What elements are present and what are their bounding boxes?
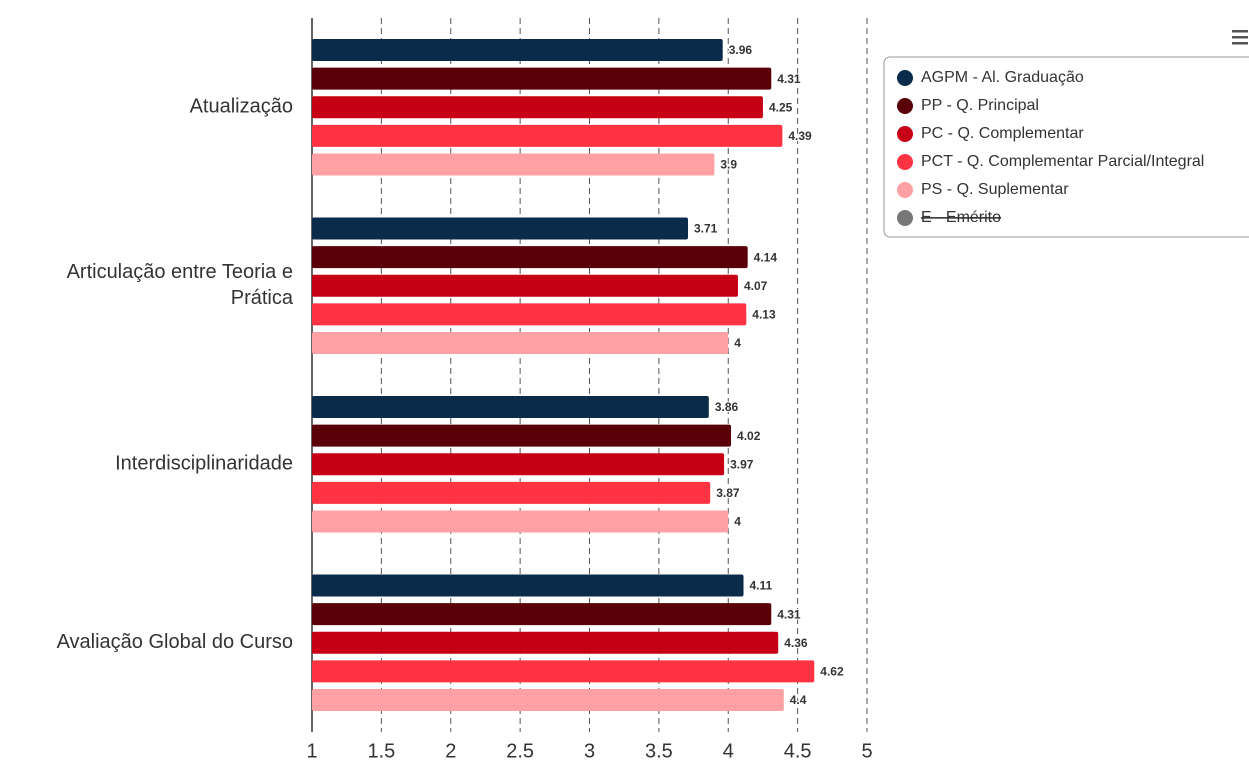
legend-marker xyxy=(897,126,913,142)
bar xyxy=(312,424,732,447)
x-tick-label: 5 xyxy=(861,740,872,762)
value-label: 4.25 xyxy=(769,100,793,114)
x-tick-label: 2 xyxy=(445,740,456,762)
legend-label[interactable]: PCT - Q. Complementar Parcial/Integral xyxy=(921,153,1204,170)
bar xyxy=(312,96,763,119)
value-label: 4.62 xyxy=(820,665,844,679)
y-tick-label: Atualização xyxy=(190,96,293,118)
x-tick-label: 4.5 xyxy=(784,740,812,762)
bar xyxy=(312,39,723,62)
bar xyxy=(312,510,729,533)
bar xyxy=(312,217,689,240)
value-label: 4.39 xyxy=(788,129,812,143)
bar xyxy=(312,688,784,711)
bar xyxy=(312,274,738,297)
value-label: 3.71 xyxy=(694,222,718,236)
legend-box xyxy=(883,56,1249,238)
value-label: 4.13 xyxy=(752,308,776,322)
legend-label[interactable]: PP - Q. Principal xyxy=(921,97,1039,114)
legend-label[interactable]: PC - Q. Complementar xyxy=(921,125,1084,142)
x-tick-label: 1.5 xyxy=(367,740,395,762)
value-label: 4.31 xyxy=(777,607,801,621)
bar xyxy=(312,331,729,354)
bar xyxy=(312,67,772,90)
legend-marker xyxy=(897,98,913,114)
legend-label[interactable]: AGPM - Al. Graduação xyxy=(921,69,1084,86)
legend-marker xyxy=(897,154,913,170)
legend-marker xyxy=(897,182,913,198)
value-label: 4.07 xyxy=(744,279,768,293)
legend-marker xyxy=(897,210,913,226)
value-label: 4.02 xyxy=(737,429,761,443)
bar xyxy=(312,453,725,476)
bar xyxy=(312,603,772,626)
bar xyxy=(312,153,715,176)
value-label: 3.9 xyxy=(720,158,737,172)
bar xyxy=(312,303,747,326)
bar xyxy=(312,246,748,269)
value-label: 3.97 xyxy=(730,457,754,471)
bar xyxy=(312,124,783,147)
value-label: 4 xyxy=(734,336,741,350)
legend-marker xyxy=(897,70,913,86)
y-tick-label: Interdisciplinaridade xyxy=(115,453,293,475)
value-label: 4.11 xyxy=(750,579,773,593)
bar xyxy=(312,631,779,654)
value-label: 4.36 xyxy=(784,636,808,650)
x-tick-label: 3 xyxy=(584,740,595,762)
menu-bar xyxy=(1232,30,1248,33)
menu-bar xyxy=(1232,42,1248,45)
value-label: 3.86 xyxy=(715,400,739,414)
value-label: 3.96 xyxy=(729,43,753,57)
bar xyxy=(312,574,744,597)
x-tick-label: 3.5 xyxy=(645,740,673,762)
legend-label[interactable]: PS - Q. Suplementar xyxy=(921,181,1069,198)
bar xyxy=(312,660,815,683)
y-tick-label: Articulação entre Teoria e Prática xyxy=(67,261,294,309)
value-label: 4.4 xyxy=(790,693,807,707)
menu-icon[interactable] xyxy=(1232,30,1248,45)
value-label: 4.14 xyxy=(754,250,778,264)
x-tick-label: 4 xyxy=(723,740,734,762)
y-tick-label: Avaliação Global do Curso xyxy=(57,631,293,653)
value-label: 3.87 xyxy=(716,486,740,500)
x-tick-label: 1 xyxy=(306,740,317,762)
legend-label[interactable]: E - Emérito xyxy=(921,209,1001,226)
value-label: 4 xyxy=(734,515,741,529)
value-label: 4.31 xyxy=(777,72,801,86)
bar xyxy=(312,396,709,419)
bar xyxy=(312,481,711,504)
menu-bar xyxy=(1232,36,1248,39)
x-tick-label: 2.5 xyxy=(506,740,534,762)
